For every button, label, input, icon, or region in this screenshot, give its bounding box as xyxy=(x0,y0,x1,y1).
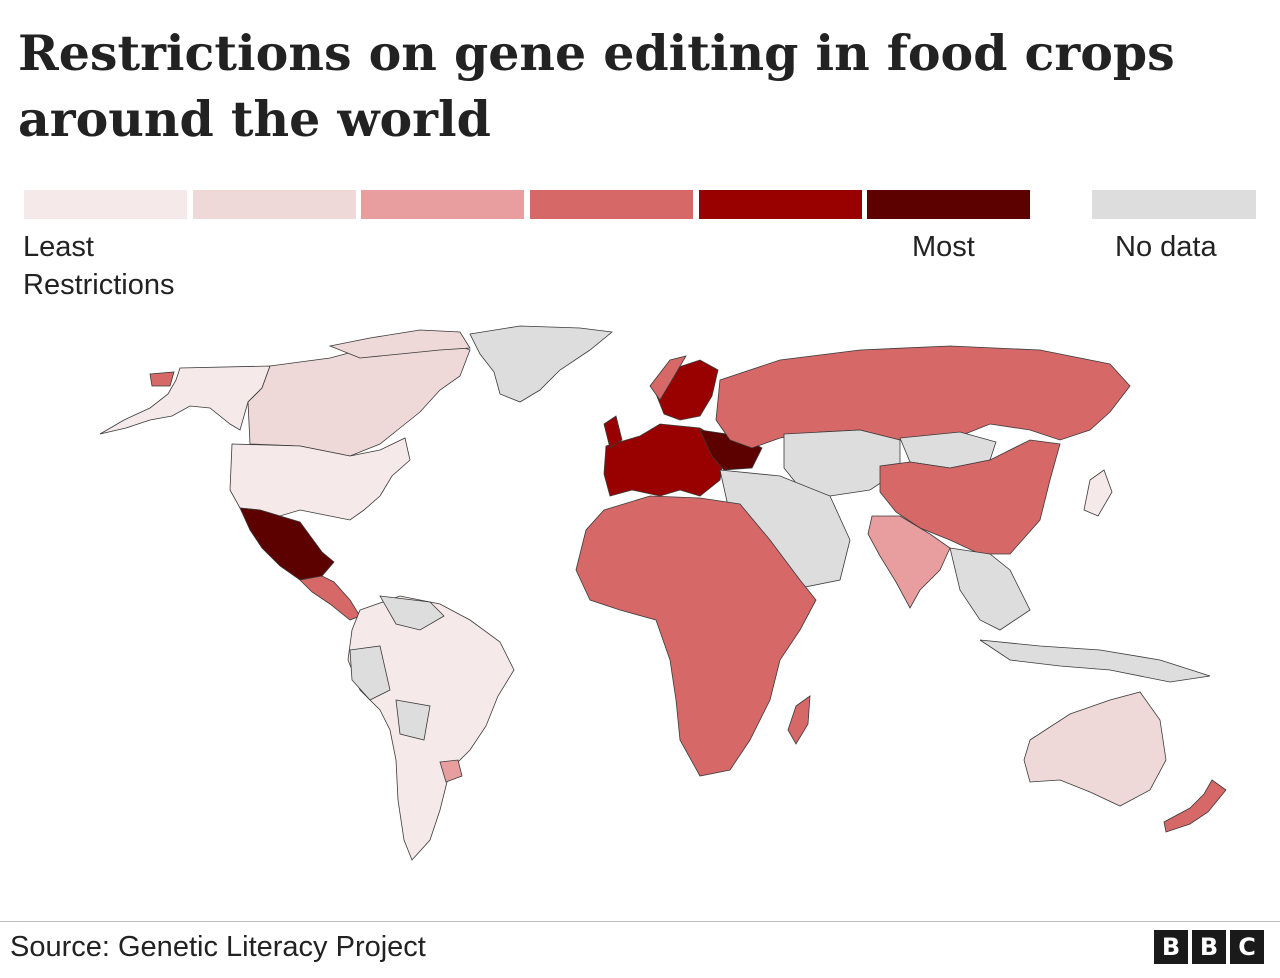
world-map xyxy=(99,325,1227,861)
bbc-logo-letter-3: C xyxy=(1230,930,1264,964)
legend-swatch-5 xyxy=(699,190,862,219)
region-africa xyxy=(575,495,817,777)
region-norway xyxy=(649,355,687,401)
bbc-logo-letter-1: B xyxy=(1154,930,1188,964)
legend-swatch-2 xyxy=(193,190,356,219)
region-alaska-tip xyxy=(149,371,175,387)
region-japan xyxy=(1083,469,1113,517)
region-central-america xyxy=(299,575,361,621)
region-alaska xyxy=(99,365,271,435)
region-new-zealand xyxy=(1163,779,1227,833)
region-south-america xyxy=(347,595,515,861)
legend-most-label: Most xyxy=(912,231,975,263)
region-china xyxy=(879,439,1061,555)
bbc-logo: B B C xyxy=(1154,930,1264,964)
legend-swatch-6 xyxy=(867,190,1030,219)
source-text: Source: Genetic Literacy Project xyxy=(10,931,426,963)
region-madagascar xyxy=(787,695,811,745)
region-southeast-asia xyxy=(949,547,1031,631)
region-uk xyxy=(603,415,623,449)
chart-title: Restrictions on gene editing in food cro… xyxy=(18,24,1175,148)
legend-swatch-nodata xyxy=(1092,190,1256,219)
footer-divider xyxy=(0,921,1280,922)
legend-least-label: Least Restrictions xyxy=(23,231,175,301)
bbc-logo-letter-2: B xyxy=(1192,930,1226,964)
region-australia xyxy=(1023,691,1167,807)
region-central-asia xyxy=(783,429,901,497)
legend-swatch-4 xyxy=(530,190,693,219)
region-greenland xyxy=(469,325,613,403)
region-uruguay xyxy=(439,759,463,783)
legend-swatch-3 xyxy=(361,190,524,219)
region-mexico xyxy=(239,507,335,581)
region-indonesia xyxy=(979,639,1211,683)
legend-nodata-label: No data xyxy=(1115,231,1217,263)
region-russia xyxy=(715,345,1131,449)
region-india xyxy=(867,515,951,609)
region-south-america-nodata xyxy=(349,595,445,741)
region-canada-islands xyxy=(328,329,471,359)
region-europe-eu xyxy=(603,423,725,497)
region-usa xyxy=(229,437,411,521)
legend-swatch-1 xyxy=(24,190,187,219)
